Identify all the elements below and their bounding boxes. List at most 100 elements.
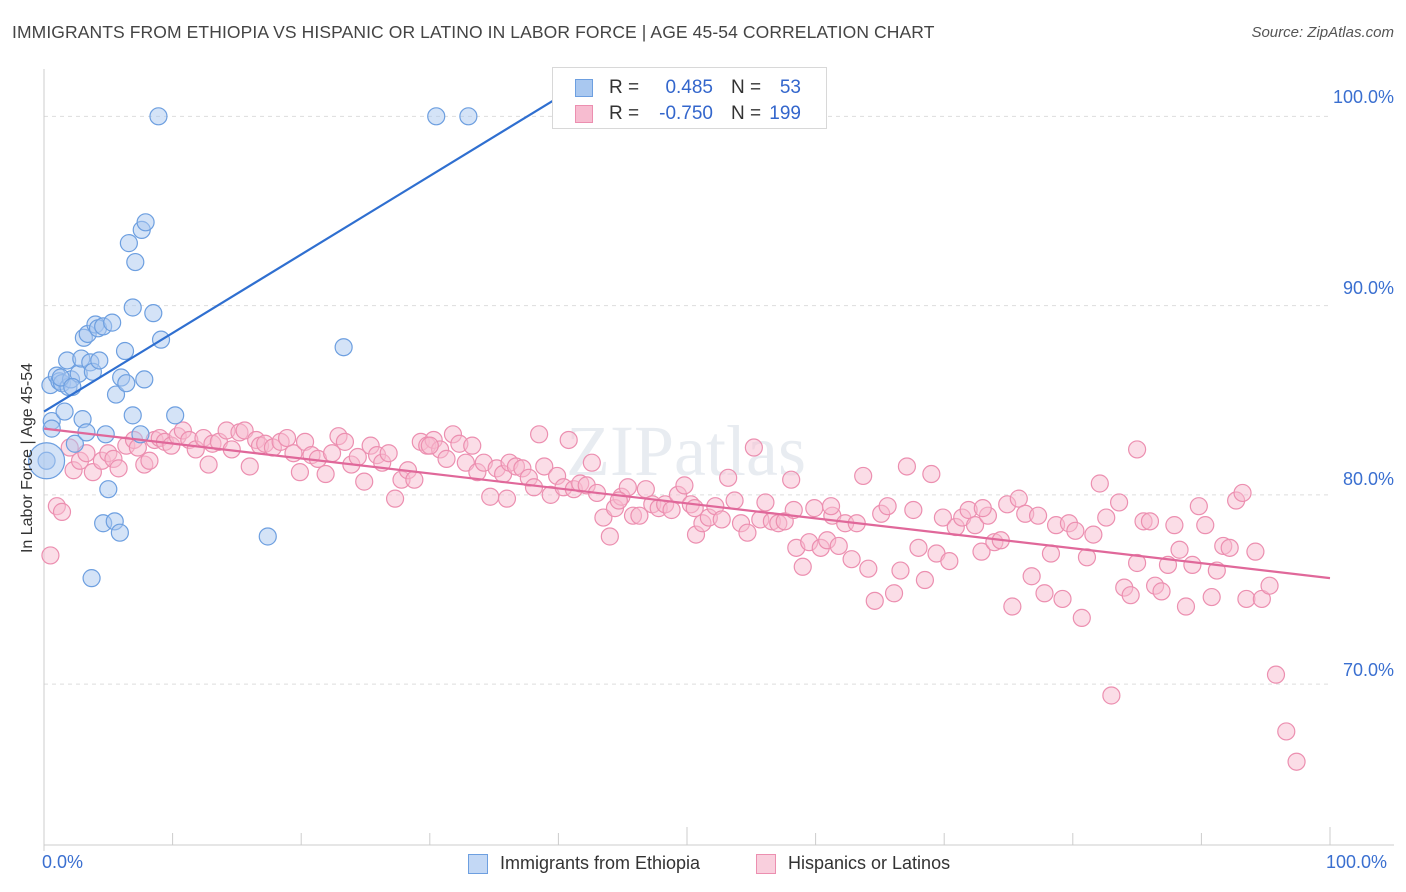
hispanic-point <box>933 508 953 527</box>
blue-series-points <box>27 107 478 588</box>
hispanic-point <box>497 489 517 508</box>
ethiopia-point <box>144 304 163 323</box>
series-legend: Immigrants from Ethiopia Hispanics or La… <box>0 852 1406 878</box>
hispanic-point <box>1102 686 1121 705</box>
hispanic-point <box>1266 665 1286 684</box>
ethiopia-point <box>65 434 84 453</box>
hispanic-point <box>1035 584 1054 603</box>
hispanic-point <box>1170 540 1189 559</box>
hispanic-point <box>240 457 259 476</box>
hispanic-point <box>1041 544 1061 563</box>
ethiopia-point <box>123 406 142 425</box>
hispanic-point <box>1189 497 1208 516</box>
n-value: 53 <box>779 77 801 98</box>
r-label: R = <box>609 77 640 98</box>
n-value: 199 <box>769 103 801 124</box>
legend-label: Immigrants from Ethiopia <box>500 853 701 873</box>
hispanic-point <box>1196 516 1215 535</box>
hispanic-point <box>559 430 578 450</box>
hispanic-point <box>630 506 649 525</box>
hispanic-point <box>41 546 60 565</box>
hispanic-point <box>865 591 884 610</box>
hispanic-point <box>379 444 398 463</box>
ethiopia-point <box>99 480 118 499</box>
hispanic-point <box>290 463 310 482</box>
hispanic-point <box>530 425 549 444</box>
y-tick-label: 80.0% <box>1342 469 1394 489</box>
hispanic-trendline <box>43 427 1331 580</box>
hispanic-point <box>109 459 128 478</box>
ethiopia-point <box>90 351 109 370</box>
hispanic-point <box>725 491 744 510</box>
hispanic-point <box>821 497 841 516</box>
y-tick-label: 90.0% <box>1342 278 1394 298</box>
hispanic-point <box>385 489 405 508</box>
source-label: Source: ZipAtlas.com <box>1251 24 1394 41</box>
hispanic-point <box>878 497 897 516</box>
hispanic-point <box>1260 576 1279 595</box>
hispanic-point <box>1053 589 1072 609</box>
pink-series-points <box>41 421 1306 771</box>
ethiopia-point <box>55 402 74 421</box>
ethiopia-point <box>149 107 168 126</box>
hispanic-point <box>859 559 878 578</box>
legend-row-hispanic: R = -0.750 N = 199 <box>553 101 826 127</box>
hispanic-point <box>891 561 910 580</box>
pink-swatch <box>756 854 776 874</box>
hispanic-point <box>1109 493 1129 512</box>
hispanic-point <box>481 487 500 506</box>
hispanic-point <box>1287 752 1306 771</box>
hispanic-point <box>355 472 374 491</box>
hispanic-point <box>712 510 731 529</box>
hispanic-point <box>600 527 619 546</box>
hispanic-point <box>940 551 959 571</box>
hispanic-point <box>420 436 439 455</box>
ethiopia-point <box>136 213 155 232</box>
y-axis-label: In Labor Force | Age 45-54 <box>19 362 36 554</box>
hispanic-point <box>662 500 681 520</box>
hispanic-point <box>909 538 928 557</box>
hispanic-point <box>277 428 297 448</box>
hispanic-point <box>1090 474 1109 493</box>
ethiopia-point <box>82 569 101 588</box>
ethiopia-point <box>115 341 135 361</box>
hispanic-point <box>756 493 775 512</box>
hispanic-point <box>1183 555 1202 574</box>
hispanic-point <box>1202 587 1221 607</box>
hispanic-point <box>463 436 482 455</box>
legend-row-ethiopia: R = 0.485 N = 53 <box>553 75 826 101</box>
hispanic-point <box>1176 597 1196 616</box>
trendlines <box>43 96 1331 580</box>
ethiopia-point <box>166 406 185 425</box>
hispanic-point <box>738 523 757 542</box>
hispanic-point <box>636 480 655 499</box>
hispanic-point <box>1165 516 1184 535</box>
hispanic-point <box>335 432 355 451</box>
r-value: 0.485 <box>665 77 713 98</box>
blue-swatch <box>468 854 488 874</box>
y-tick-label: 100.0% <box>1332 87 1394 107</box>
hispanic-point <box>884 584 904 603</box>
ethiopia-point <box>135 370 154 389</box>
y-tick-label: 70.0% <box>1342 660 1394 680</box>
hispanic-point <box>829 536 848 556</box>
ethiopia-point-large <box>27 442 66 480</box>
hispanic-point <box>1140 512 1160 531</box>
n-label: N = <box>731 103 762 124</box>
hispanic-point <box>199 455 218 474</box>
hispanic-point <box>1246 542 1265 561</box>
hispanic-point <box>1127 553 1147 573</box>
hispanic-point <box>965 516 985 535</box>
hispanic-point <box>1066 521 1085 540</box>
blue-swatch <box>575 79 593 97</box>
hispanic-point <box>805 499 824 518</box>
n-label: N = <box>731 77 762 98</box>
hispanic-point <box>685 499 704 518</box>
ethiopia-point <box>334 338 353 357</box>
hispanic-point <box>854 466 873 486</box>
hispanic-point <box>437 449 456 468</box>
hispanic-point <box>316 464 335 484</box>
hispanic-point <box>719 468 738 487</box>
ethiopia-trendline <box>43 96 559 413</box>
hispanic-point <box>582 453 601 472</box>
